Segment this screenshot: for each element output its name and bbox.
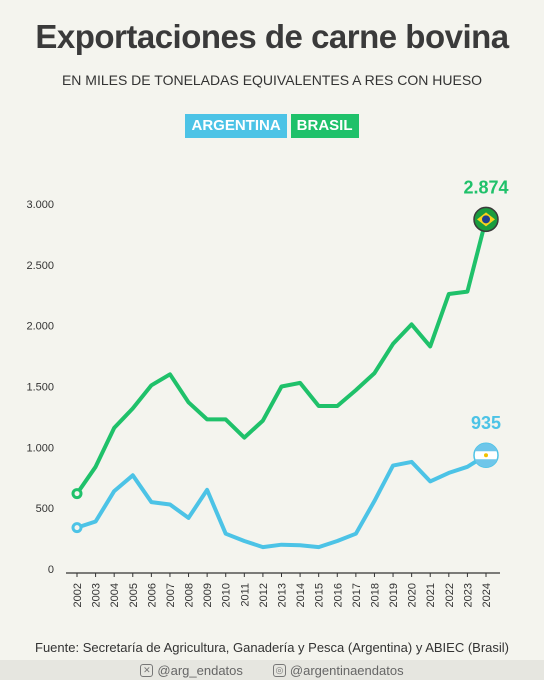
chart-subtitle: EN MILES DE TONELADAS EQUIVALENTES A RES…	[61, 72, 483, 88]
x-tick-label: 2021	[425, 583, 437, 607]
instagram-icon: ◎	[272, 663, 286, 677]
x-tick-label: 2012	[258, 583, 270, 607]
brasil-start-marker	[71, 488, 83, 500]
argentina-end-value-label: 935	[471, 413, 501, 433]
chart-title: Exportaciones de carne bovina	[35, 18, 509, 55]
y-tick-label: 1.000	[26, 442, 54, 454]
x-tick-label: 2023	[462, 583, 474, 607]
instagram-handle[interactable]: ◎ @argentinaendatos	[272, 662, 404, 678]
footer: ✕ @arg_endatos ◎ @argentinaendatos	[0, 660, 544, 680]
argentina-start-marker	[71, 522, 83, 534]
x-handle[interactable]: ✕ @arg_endatos	[140, 662, 243, 678]
x-tick-label: 2015	[314, 583, 326, 607]
x-tick-label: 2002	[72, 583, 84, 607]
x-tick-label: 2005	[128, 583, 140, 607]
x-tick-label: 2017	[351, 583, 363, 607]
legend-brasil: BRASIL	[290, 114, 359, 138]
x-tick-label: 2022	[444, 583, 456, 607]
x-tick-label: 2018	[369, 583, 381, 607]
argentina-series-line	[75, 453, 488, 550]
x-tick-label: 2003	[91, 583, 103, 607]
y-tick-label: 2.500	[26, 260, 54, 272]
argentina-flag-top-stripe	[474, 443, 498, 452]
x-tick-label: 2016	[332, 583, 344, 607]
y-tick-label: 500	[36, 503, 54, 515]
x-tick-label: 2020	[407, 583, 419, 607]
brasil-end-value-label: 2.874	[463, 177, 508, 197]
x-tick-label: 2006	[146, 583, 158, 607]
y-tick-label: 1.500	[26, 382, 54, 394]
x-tick-label: 2009	[202, 583, 214, 607]
source-note: Fuente: Secretaría de Agricultura, Ganad…	[35, 640, 509, 655]
x-handle-text: @arg_endatos	[157, 662, 243, 678]
x-tick-label: 2014	[295, 583, 307, 607]
x-tick-label: 2007	[165, 583, 177, 607]
x-tick-label: 2011	[239, 583, 251, 607]
legend-argentina: ARGENTINA	[185, 114, 287, 138]
y-tick-label: 2.000	[26, 321, 54, 333]
x-tick-label: 2010	[221, 583, 233, 607]
x-tick-label: 2019	[388, 583, 400, 607]
instagram-handle-text: @argentinaendatos	[289, 662, 404, 678]
legend: ARGENTINA BRASIL	[0, 114, 544, 138]
y-tick-label: 0	[48, 564, 54, 576]
argentina-flag-sun	[484, 453, 488, 458]
y-tick-label: 3.000	[26, 199, 54, 211]
argentina-flag-bottom-stripe	[474, 459, 498, 468]
x-logo-icon: ✕	[140, 663, 154, 677]
x-tick-label: 2008	[184, 583, 196, 607]
x-tick-label: 2004	[109, 583, 121, 607]
brazil-flag-globe	[482, 215, 490, 224]
x-tick-label: 2013	[277, 583, 289, 607]
brasil-series-line	[75, 217, 488, 496]
x-tick-label: 2024	[481, 583, 493, 607]
line-chart: 0 500 1.000 1.500 2.000 2.500 3.000 2002 2003 200…	[26, 177, 508, 607]
